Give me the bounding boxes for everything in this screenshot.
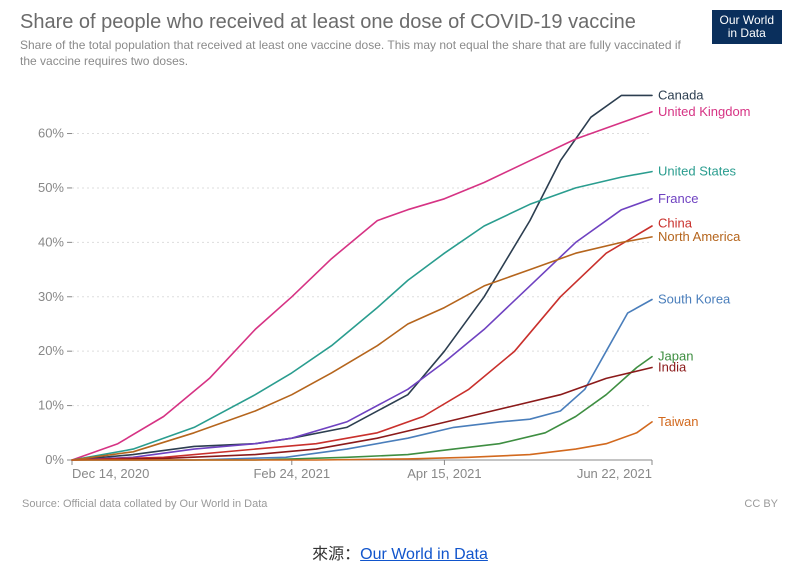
series-line-france: [72, 199, 652, 460]
attribution-link[interactable]: Our World in Data: [360, 546, 488, 563]
brand-badge[interactable]: Our World in Data: [712, 10, 782, 44]
chart-subtitle: Share of the total population that recei…: [20, 38, 700, 69]
source-text: Source: Official data collated by Our Wo…: [22, 498, 267, 510]
x-tick-label: Feb 24, 2021: [253, 466, 330, 481]
y-tick-label: 0%: [45, 452, 64, 467]
brand-line1: Our World: [720, 13, 774, 27]
chart-title: Share of people who received at least on…: [20, 10, 700, 34]
series-line-north-america: [72, 237, 652, 460]
x-tick-label: Jun 22, 2021: [577, 466, 652, 481]
y-tick-label: 30%: [38, 289, 64, 304]
chart-plot-area: 0% 10% 20% 30% 40% 50% 60% Dec 14, 2020 Feb 24, …: [22, 80, 778, 490]
series-label-united-states[interactable]: United States: [658, 164, 737, 179]
y-tick-label: 10%: [38, 398, 64, 413]
series-label-united-kingdom[interactable]: United Kingdom: [658, 104, 751, 119]
series-label-france[interactable]: France: [658, 191, 698, 206]
series-label-taiwan[interactable]: Taiwan: [658, 414, 698, 429]
chart-container: Share of people who received at least on…: [0, 0, 800, 574]
x-tick-label: Apr 15, 2021: [407, 466, 481, 481]
y-tick-label: 40%: [38, 234, 64, 249]
attribution-prefix: 來源：: [312, 546, 360, 563]
brand-line2: in Data: [728, 26, 766, 40]
attribution: 來源：Our World in Data: [0, 540, 800, 564]
series-label-south-korea[interactable]: South Korea: [658, 291, 731, 306]
series-label-india[interactable]: India: [658, 360, 687, 375]
y-tick-label: 60%: [38, 126, 64, 141]
y-tick-label: 50%: [38, 180, 64, 195]
license-text: CC BY: [744, 498, 778, 510]
chart-svg: 0% 10% 20% 30% 40% 50% 60% Dec 14, 2020 Feb 24, …: [22, 80, 778, 490]
x-tick-label: Dec 14, 2020: [72, 466, 149, 481]
series-label-north-america[interactable]: North America: [658, 229, 741, 244]
series-label-canada[interactable]: Canada: [658, 87, 704, 102]
chart-header: Share of people who received at least on…: [20, 10, 700, 69]
y-tick-label: 20%: [38, 343, 64, 358]
chart-footer: Source: Official data collated by Our Wo…: [22, 498, 778, 510]
series-line-united-states: [72, 172, 652, 460]
series-line-china: [72, 226, 652, 460]
